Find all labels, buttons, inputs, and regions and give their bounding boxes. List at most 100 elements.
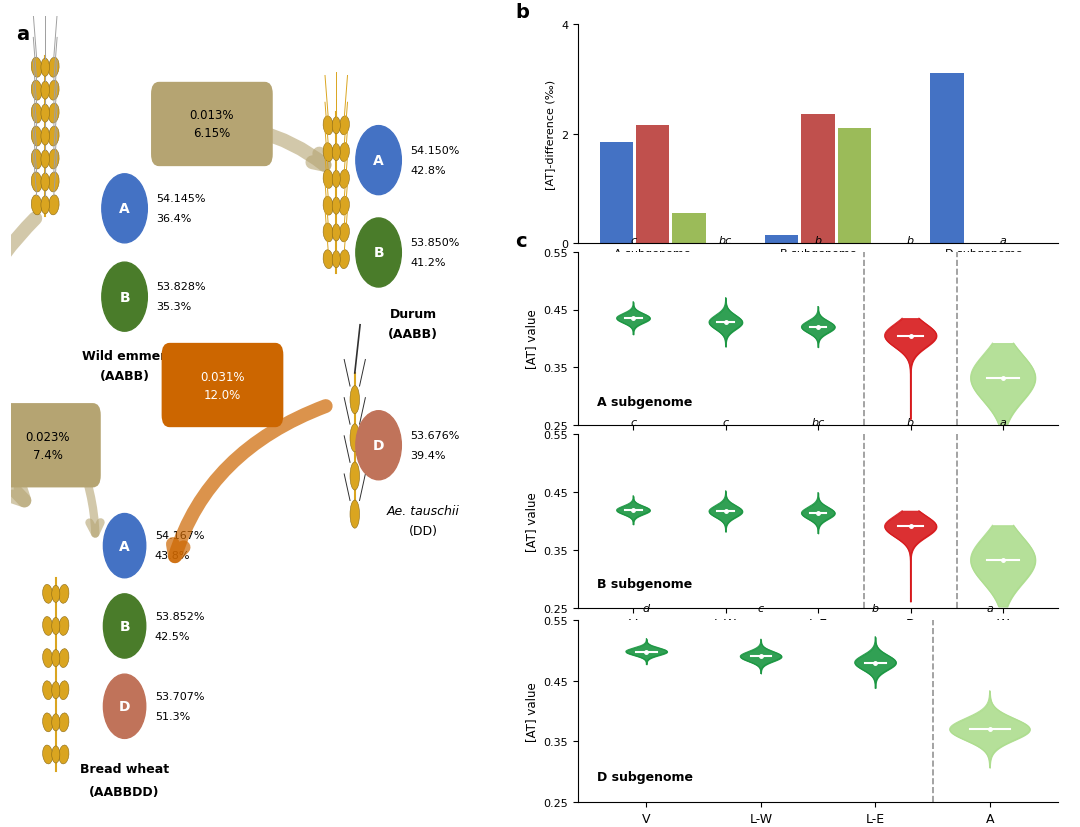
Text: a: a (16, 25, 29, 44)
Ellipse shape (41, 174, 50, 192)
Text: (AABB): (AABB) (388, 327, 438, 341)
Ellipse shape (49, 173, 59, 193)
Text: 0.031%
12.0%: 0.031% 12.0% (200, 370, 245, 401)
Text: A: A (119, 202, 130, 216)
Text: b: b (814, 236, 822, 246)
Y-axis label: [AT]-difference (‰): [AT]-difference (‰) (545, 79, 555, 189)
Ellipse shape (42, 745, 53, 764)
Ellipse shape (41, 128, 50, 146)
Text: (DD): (DD) (409, 524, 438, 537)
FancyArrowPatch shape (0, 219, 36, 501)
Ellipse shape (52, 650, 59, 667)
Ellipse shape (42, 585, 53, 604)
Ellipse shape (350, 500, 360, 528)
Ellipse shape (323, 117, 334, 136)
Text: b: b (907, 236, 914, 246)
Ellipse shape (333, 198, 340, 215)
Ellipse shape (42, 617, 53, 636)
Ellipse shape (339, 117, 350, 136)
Text: 0.023%
7.4%: 0.023% 7.4% (26, 430, 70, 461)
Text: 0.013%
6.15%: 0.013% 6.15% (190, 109, 234, 141)
Text: 54.145%: 54.145% (157, 194, 206, 203)
Bar (636, 127, 670, 244)
FancyBboxPatch shape (0, 404, 100, 488)
FancyArrowPatch shape (76, 448, 100, 534)
Text: A: A (119, 539, 130, 553)
FancyBboxPatch shape (151, 83, 273, 167)
Text: A subgenome: A subgenome (597, 395, 692, 408)
Text: a: a (999, 418, 1007, 428)
Text: 54.150%: 54.150% (410, 146, 460, 155)
Text: D: D (373, 438, 384, 452)
Ellipse shape (41, 59, 50, 77)
Ellipse shape (58, 681, 69, 700)
Ellipse shape (339, 197, 350, 216)
Ellipse shape (58, 617, 69, 636)
Ellipse shape (333, 171, 340, 189)
Text: 53.850%: 53.850% (410, 238, 460, 248)
Ellipse shape (58, 745, 69, 764)
Ellipse shape (350, 386, 360, 414)
Ellipse shape (323, 197, 334, 216)
Ellipse shape (339, 224, 350, 242)
Text: a: a (986, 603, 994, 613)
Ellipse shape (52, 618, 59, 635)
Text: c: c (515, 232, 527, 251)
Text: Wild emmer: Wild emmer (82, 349, 166, 362)
FancyBboxPatch shape (162, 343, 283, 428)
Text: 35.3%: 35.3% (157, 302, 191, 312)
Text: Bread wheat: Bread wheat (80, 762, 170, 775)
Ellipse shape (350, 424, 360, 452)
Text: 53.852%: 53.852% (154, 611, 204, 621)
Text: bc: bc (811, 418, 825, 428)
Text: 42.8%: 42.8% (410, 165, 446, 175)
Text: c: c (631, 418, 636, 428)
Ellipse shape (323, 170, 334, 189)
Ellipse shape (333, 145, 340, 161)
Y-axis label: [AT] value: [AT] value (525, 491, 538, 551)
Y-axis label: [AT] value: [AT] value (525, 309, 538, 369)
Ellipse shape (339, 144, 350, 162)
Ellipse shape (49, 58, 59, 78)
Ellipse shape (323, 224, 334, 242)
Text: 41.2%: 41.2% (410, 258, 446, 268)
Circle shape (355, 127, 402, 195)
Text: b: b (872, 603, 879, 613)
Ellipse shape (31, 150, 42, 170)
Text: Ae. tauschii: Ae. tauschii (387, 504, 460, 517)
Text: (AABB): (AABB) (99, 369, 149, 382)
Ellipse shape (31, 104, 42, 124)
Bar (765, 236, 798, 244)
Y-axis label: [AT] value: [AT] value (525, 681, 538, 741)
Ellipse shape (41, 82, 50, 100)
Text: b: b (907, 418, 914, 428)
Ellipse shape (333, 117, 340, 135)
Ellipse shape (350, 462, 360, 490)
Ellipse shape (333, 225, 340, 241)
Text: b: b (515, 3, 529, 22)
Ellipse shape (333, 251, 340, 269)
Text: 51.3%: 51.3% (154, 711, 190, 721)
Text: c: c (723, 418, 729, 428)
Ellipse shape (58, 585, 69, 604)
FancyArrowPatch shape (173, 124, 325, 165)
Ellipse shape (42, 713, 53, 732)
Text: 43.8%: 43.8% (154, 551, 190, 561)
FancyArrowPatch shape (173, 407, 326, 557)
Ellipse shape (31, 196, 42, 216)
Circle shape (104, 674, 146, 739)
Ellipse shape (323, 251, 334, 270)
Circle shape (355, 218, 402, 288)
Ellipse shape (41, 151, 50, 169)
Ellipse shape (31, 173, 42, 193)
Bar (930, 74, 963, 244)
Ellipse shape (339, 170, 350, 189)
Text: c: c (758, 603, 764, 613)
Ellipse shape (52, 586, 59, 603)
Text: B: B (119, 619, 130, 633)
Ellipse shape (323, 144, 334, 162)
Text: D subgenome: D subgenome (597, 771, 693, 783)
Text: 36.4%: 36.4% (157, 213, 192, 223)
Text: A: A (374, 154, 384, 168)
Bar (599, 142, 633, 244)
